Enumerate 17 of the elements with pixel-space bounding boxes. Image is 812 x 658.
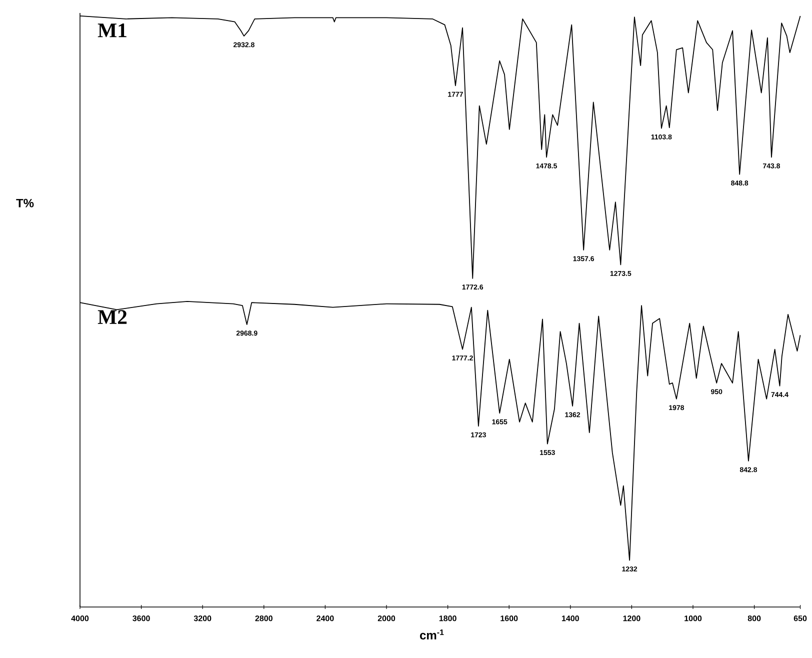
x-tick-label: 2800 — [255, 616, 272, 622]
x-tick-label: 2400 — [316, 616, 334, 622]
x-tick-label: 1000 — [684, 616, 702, 622]
x-tick-label: 1200 — [623, 616, 640, 622]
x-tick-label: 800 — [748, 616, 761, 622]
x-tick-label: 650 — [794, 616, 807, 622]
y-axis-title: T% — [16, 198, 34, 208]
x-tick-label: 2000 — [378, 616, 396, 622]
x-tick-label: 3200 — [194, 616, 212, 622]
x-tick-label: 1600 — [500, 616, 518, 622]
x-axis-title: cm$^{-1}$ — [420, 630, 444, 640]
series-label: M1 — [98, 23, 126, 38]
series-label: M2 — [98, 310, 127, 324]
x-tick-label: 1400 — [562, 616, 579, 622]
x-tick-label: 4000 — [71, 616, 89, 622]
x-tick-label: 1800 — [439, 616, 456, 622]
x-tick-label: 3600 — [132, 616, 150, 622]
